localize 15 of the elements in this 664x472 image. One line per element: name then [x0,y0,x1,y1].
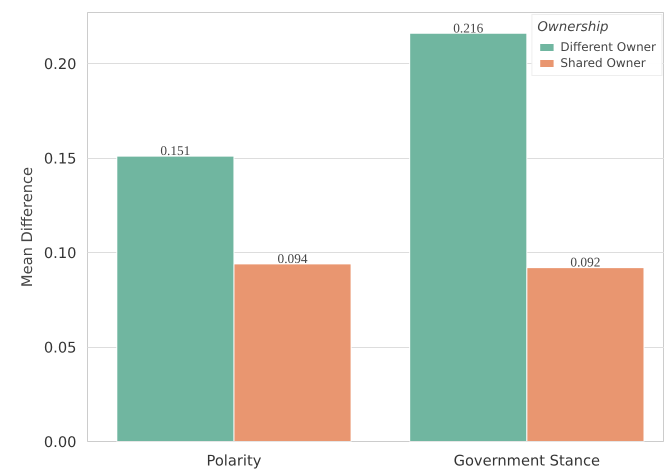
data-label: 0.216 [453,20,484,36]
x-tick-label: Government Stance [454,452,600,470]
legend-label: Shared Owner [560,56,646,70]
y-tick-label: 0.20 [44,56,77,74]
data-label: 0.092 [570,254,600,270]
x-tick-label: Polarity [206,452,262,470]
y-tick-label: 0.05 [44,340,77,357]
data-label: 0.094 [278,250,308,266]
legend-label: Different Owner [560,40,656,54]
y-tick-label: 0.00 [44,434,77,451]
legend-title: Ownership [537,20,610,35]
y-tick-label: 0.15 [44,150,77,168]
data-label: 0.151 [160,143,190,158]
y-axis-title: Mean Difference [18,166,36,288]
y-tick-label: 0.10 [44,245,77,262]
